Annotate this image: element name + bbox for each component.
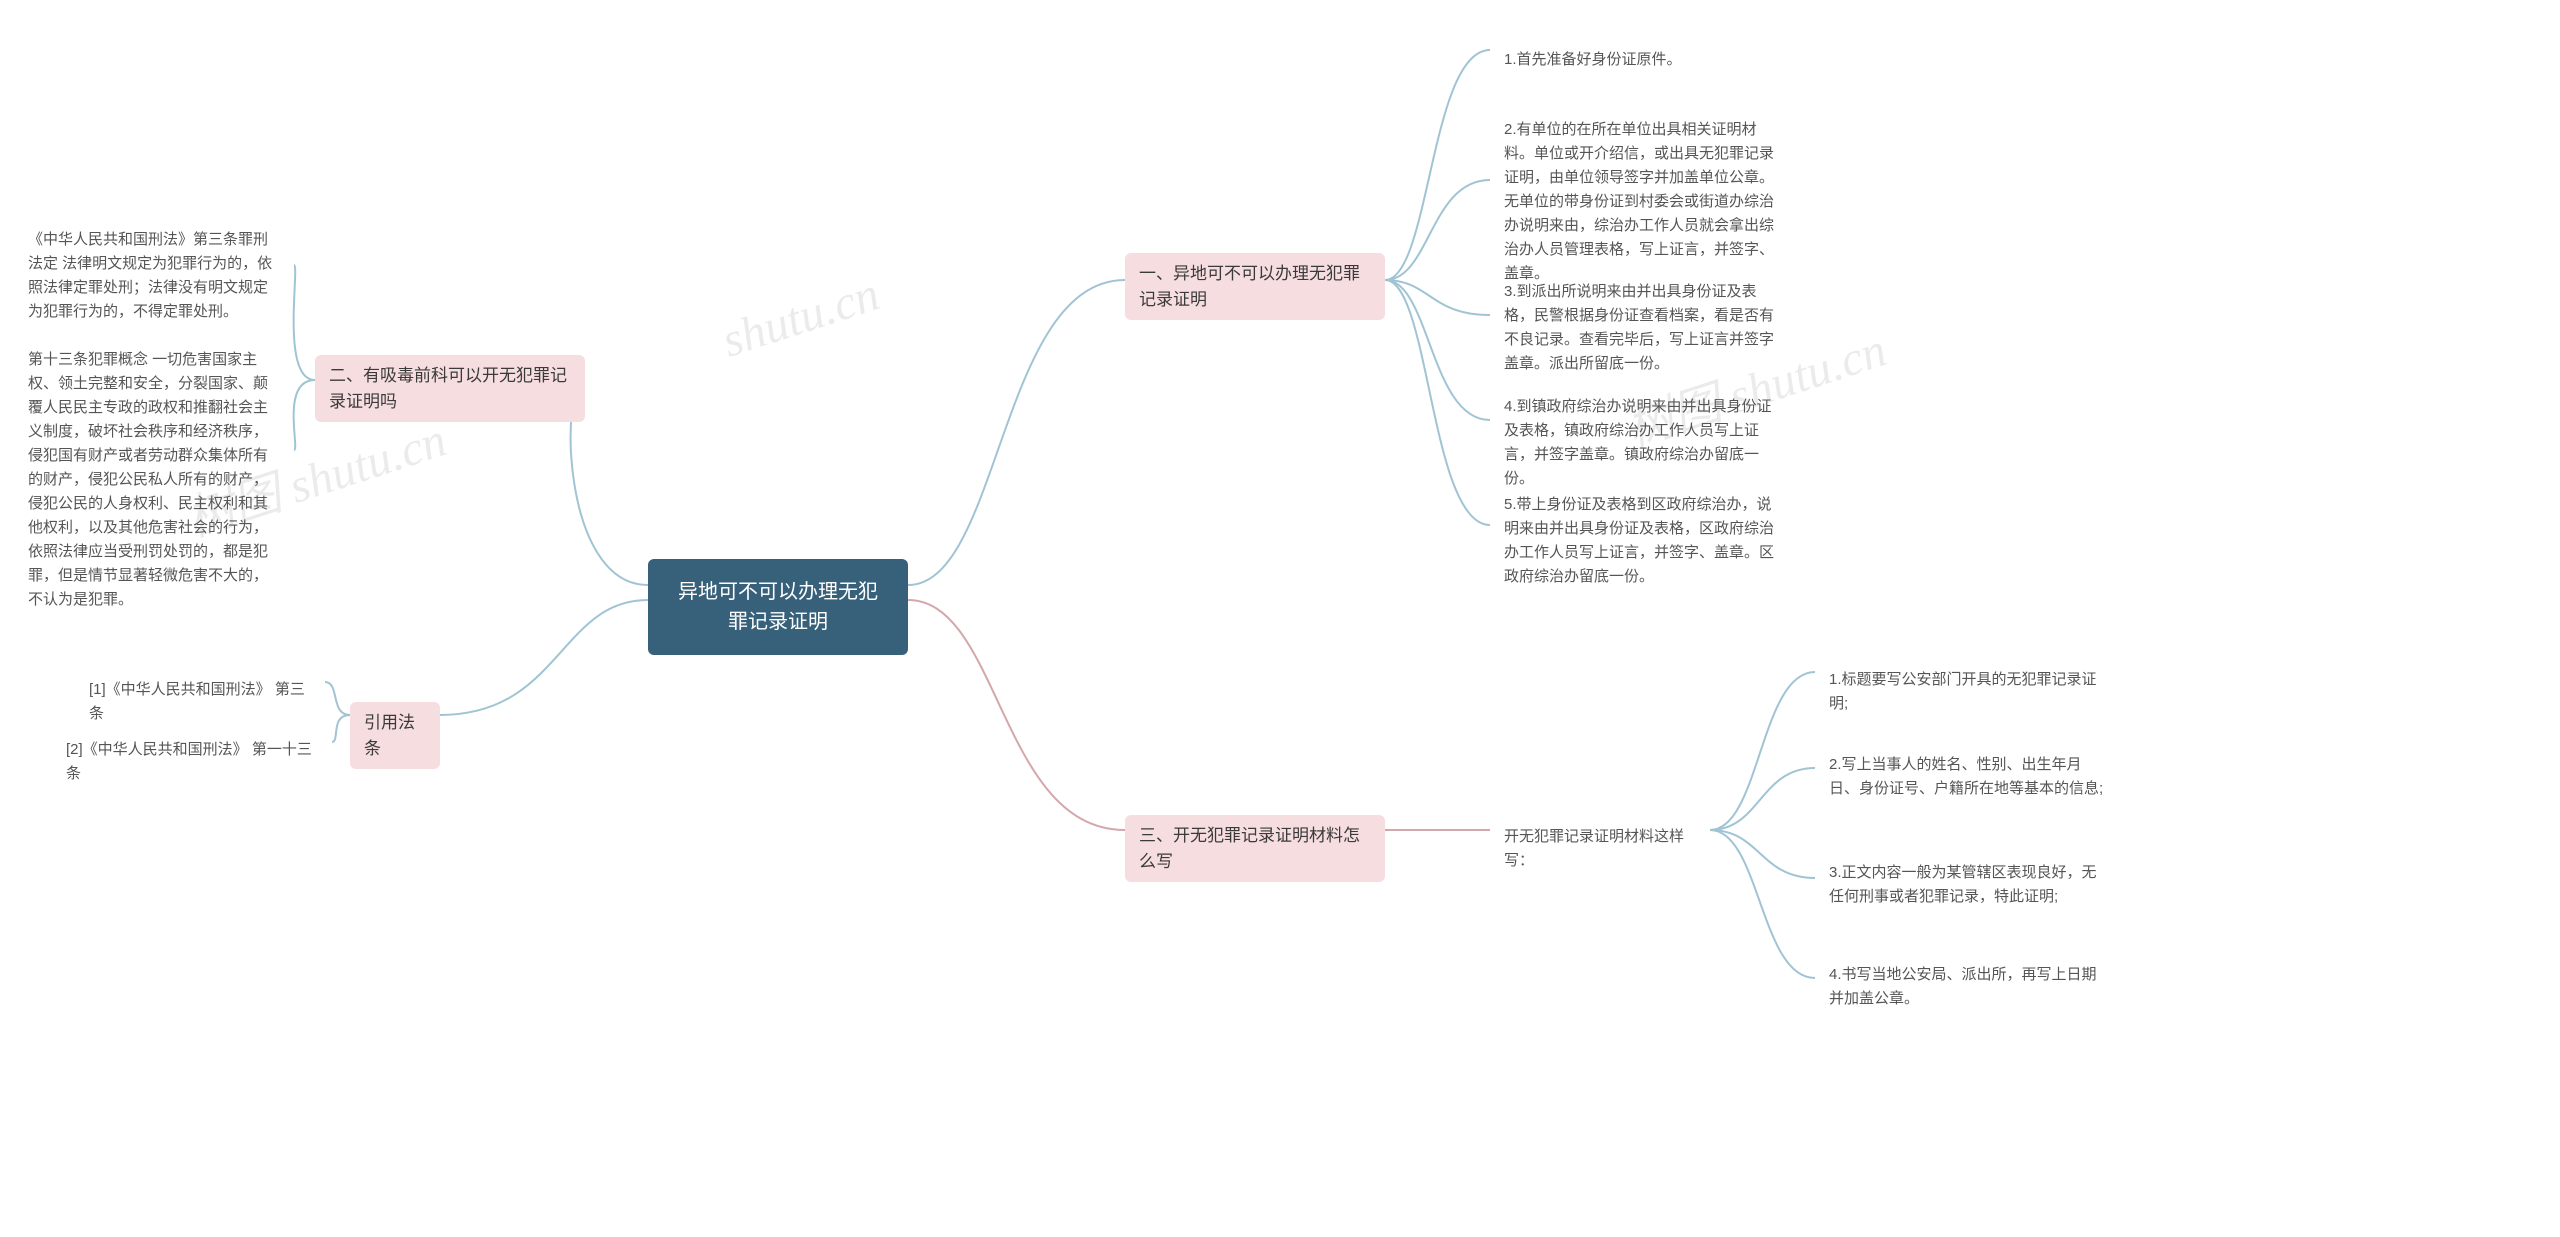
leaf-s1-3: 3.到派出所说明来由并出具身份证及表格，民警根据身份证查看档案，看是否有不良记录… xyxy=(1490,272,1790,384)
leaf-s1-2: 2.有单位的在所在单位出具相关证明材料。单位或开介绍信，或出具无犯罪记录证明，由… xyxy=(1490,110,1790,294)
root-node: 异地可不可以办理无犯罪记录证明 xyxy=(648,559,908,655)
leaf-s3-1: 1.标题要写公安部门开具的无犯罪记录证明; xyxy=(1815,660,2125,724)
leaf-s1-5: 5.带上身份证及表格到区政府综治办，说明来由并出具身份证及表格，区政府综治办工作… xyxy=(1490,485,1790,597)
leaf-s1-4: 4.到镇政府综治办说明来由并出具身份证及表格，镇政府综治办工作人员写上证言，并签… xyxy=(1490,387,1790,499)
leaf-s1-1: 1.首先准备好身份证原件。 xyxy=(1490,40,1790,80)
leaf-s3-3: 3.正文内容一般为某管辖区表现良好，无任何刑事或者犯罪记录，特此证明; xyxy=(1815,853,2125,917)
branch-section-1: 一、异地可不可以办理无犯罪记录证明 xyxy=(1125,253,1385,320)
leaf-s2-2: 第十三条犯罪概念 一切危害国家主权、领土完整和安全，分裂国家、颠覆人民民主专政的… xyxy=(14,340,294,620)
leaf-cite-2: [2]《中华人民共和国刑法》 第一十三条 xyxy=(52,730,332,794)
leaf-s3-2: 2.写上当事人的姓名、性别、出生年月日、身份证号、户籍所在地等基本的信息; xyxy=(1815,745,2125,809)
connector-lines xyxy=(0,0,2560,1237)
leaf-s3-4: 4.书写当地公安局、派出所，再写上日期并加盖公章。 xyxy=(1815,955,2125,1019)
watermark: shutu.cn xyxy=(715,266,885,368)
branch-section-3: 三、开无犯罪记录证明材料怎么写 xyxy=(1125,815,1385,882)
leaf-cite-1: [1]《中华人民共和国刑法》 第三条 xyxy=(75,670,325,734)
leaf-s3-intermediate: 开无犯罪记录证明材料这样写： xyxy=(1490,817,1710,881)
branch-section-2: 二、有吸毒前科可以开无犯罪记录证明吗 xyxy=(315,355,585,422)
leaf-s2-1: 《中华人民共和国刑法》第三条罪刑法定 法律明文规定为犯罪行为的，依照法律定罪处刑… xyxy=(14,220,294,332)
branch-citations: 引用法条 xyxy=(350,702,440,769)
